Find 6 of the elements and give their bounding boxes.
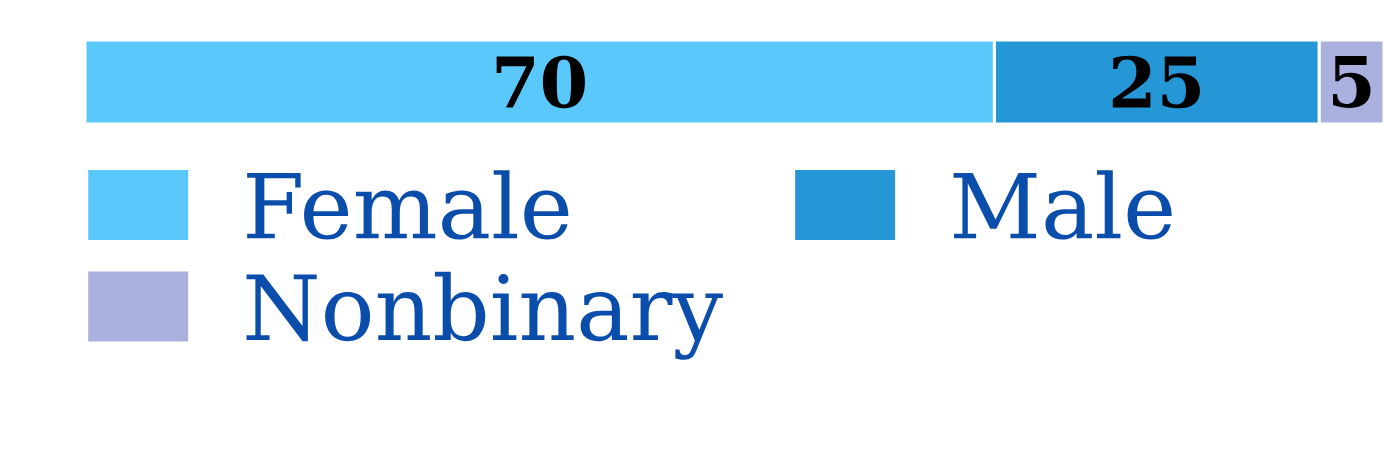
legend-label: Nonbinary xyxy=(246,271,723,360)
legend-label: Male xyxy=(953,170,1172,240)
legend-label: Female xyxy=(247,170,569,240)
data-label: 5 xyxy=(1332,56,1371,108)
data-label: 25 xyxy=(1112,55,1200,109)
data-label: 70 xyxy=(496,55,585,109)
